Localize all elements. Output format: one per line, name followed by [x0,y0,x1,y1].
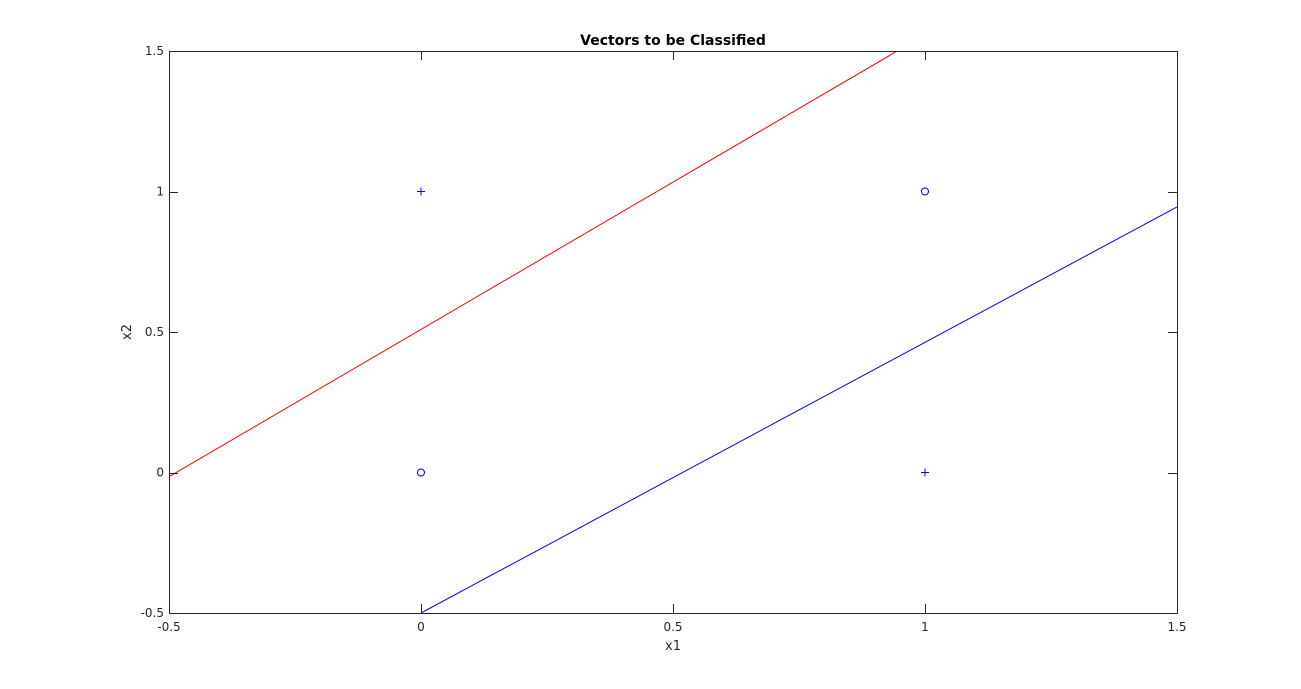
data-point-plus [921,468,929,477]
x-tick-label: -0.5 [157,620,180,634]
x-tick-label: 0.5 [663,620,682,634]
data-point-circle [921,187,929,196]
chart-title: Vectors to be Classified [580,33,766,49]
y-tick-label: 1 [156,185,164,199]
x-tick-label: 1.5 [1167,620,1186,634]
y-axis-label: x2 [120,324,135,340]
x-tick-label: 1 [921,620,929,634]
y-tick-label: 1.5 [145,44,164,58]
y-tick-label: 0.5 [145,325,164,339]
blue-boundary-line [420,206,1177,613]
y-tick-label: 0 [156,466,164,480]
axis-ticks: -0.5 0 0.5 1 1.5 -0.5 0 0.5 1 1.5 [141,44,1187,634]
red-boundary-line [169,51,898,478]
plot-area [169,51,1177,613]
x-tick-label: 0 [417,620,425,634]
x-axis-label: x1 [665,639,681,654]
data-point-plus [417,187,425,196]
data-point-circle [417,468,425,477]
y-tick-label: -0.5 [141,606,164,620]
